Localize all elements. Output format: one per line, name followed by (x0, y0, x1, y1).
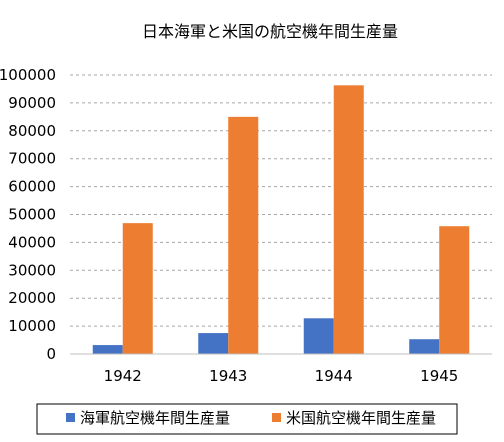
gridlines (70, 74, 492, 327)
legend: 海軍航空機年間生産量 米国航空機年間生産量 (66, 409, 436, 427)
bar-japan-navy-1942 (92, 345, 123, 354)
bars (92, 85, 470, 354)
y-axis-tick-labels: 0 10000 20000 30000 40000 50000 60000 70000 8000… (0, 66, 56, 363)
y-tick-label: 90000 (8, 94, 56, 112)
chart-title: 日本海軍と米国の航空機年間生産量 (142, 22, 398, 41)
legend-label-us: 米国航空機年間生産量 (286, 409, 436, 427)
bar-us-1944 (333, 85, 364, 354)
y-tick-label: 50000 (8, 206, 56, 224)
y-tick-label: 30000 (8, 261, 56, 279)
bar-japan-navy-1945 (409, 339, 440, 354)
x-tick-label: 1945 (420, 367, 458, 385)
x-tick-label: 1943 (209, 367, 247, 385)
x-tick-label: 1942 (104, 367, 142, 385)
bar-japan-navy-1944 (303, 318, 334, 354)
bar-us-1943 (228, 116, 259, 354)
x-axis-tick-labels: 1942 1943 1944 1945 (104, 367, 459, 385)
y-tick-label: 80000 (8, 122, 56, 140)
y-tick-label: 60000 (8, 178, 56, 196)
legend-label-japan-navy: 海軍航空機年間生産量 (80, 409, 230, 427)
legend-box (36, 403, 458, 435)
y-tick-label: 20000 (8, 289, 56, 307)
legend-swatch-japan-navy (66, 413, 75, 422)
y-tick-label: 0 (46, 345, 56, 363)
x-tick-label: 1944 (315, 367, 353, 385)
y-tick-label: 70000 (8, 150, 56, 168)
y-tick-label: 10000 (8, 317, 56, 335)
y-tick-label: 40000 (8, 233, 56, 251)
legend-swatch-us (272, 413, 281, 422)
bar-us-1942 (122, 223, 153, 354)
bar-us-1945 (439, 226, 470, 354)
y-tick-label: 100000 (0, 66, 56, 84)
bar-japan-navy-1943 (198, 333, 229, 354)
